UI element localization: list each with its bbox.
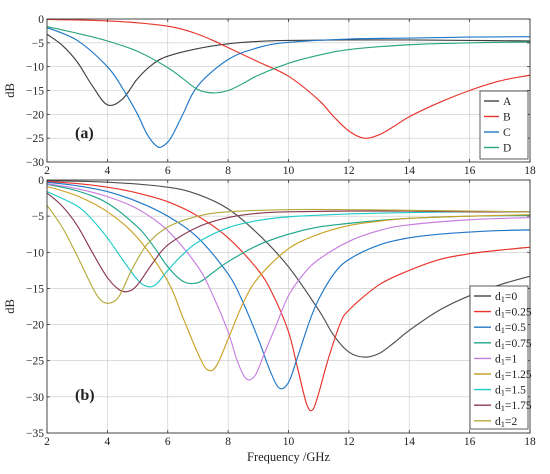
panel-label: (b)	[75, 387, 95, 404]
series-line-d1-0.25	[47, 180, 530, 412]
x-tick-label: 14	[404, 165, 416, 177]
x-tick-label: 16	[464, 436, 476, 448]
y-tick-label: −30	[26, 392, 44, 404]
legend-entry-label: d1=0	[495, 291, 517, 304]
legend-entry-label: d1=1.5	[495, 385, 526, 398]
series-line-B	[47, 19, 530, 139]
x-tick-label: 4	[105, 436, 111, 448]
series-line-d1-1.5	[47, 191, 530, 288]
y-tick-label: −20	[26, 109, 44, 121]
series-line-d1-0.5	[47, 181, 530, 390]
y-axis-label: dB	[3, 83, 17, 98]
y-tick-label: −5	[32, 211, 44, 223]
axis-ticks: 2 4 6 8 10 12 14 16 18 0 −5 −10 −15 −20 −25 −30	[26, 14, 536, 177]
x-axis-label: Frequency /GHz	[247, 450, 330, 464]
y-tick-label: −25	[26, 133, 44, 145]
series-line-d1-1.25	[47, 185, 530, 372]
legend-entry-label: A	[503, 96, 512, 108]
x-tick-label: 6	[165, 165, 171, 177]
y-tick-label: 0	[38, 14, 44, 26]
legend-entry-label: B	[503, 112, 511, 124]
gridlines	[47, 180, 530, 433]
y-tick-label: −25	[26, 356, 44, 368]
y-tick-label: 0	[38, 175, 44, 187]
legend-entry-label: d1=0.5	[495, 322, 526, 335]
x-tick-label: 14	[404, 436, 416, 448]
legend-entry-label: d1=0.75	[495, 338, 532, 351]
y-tick-label: −10	[26, 247, 44, 259]
y-tick-label: −10	[26, 62, 44, 74]
x-tick-label: 12	[343, 436, 355, 448]
series-line-d1-1.75	[47, 192, 530, 293]
series-line-d1-0	[47, 180, 530, 358]
x-tick-label: 18	[524, 165, 536, 177]
panel-b-chart: 2 4 6 8 10 12 14 16 18 0 −5 −10 −15 −20 −25 −30 −35 dB Fre…	[3, 175, 536, 464]
x-tick-label: 2	[44, 436, 50, 448]
panel-a-chart: 2 4 6 8 10 12 14 16 18 0 −5 −10 −15 −20 −25 −30 dB (a) ABC…	[3, 14, 536, 177]
y-tick-label: −15	[26, 283, 44, 295]
series-line-d1-2	[47, 204, 530, 304]
y-tick-label: −15	[26, 86, 44, 98]
x-tick-label: 12	[343, 165, 355, 177]
y-tick-label: −20	[26, 320, 44, 332]
x-tick-label: 4	[105, 165, 111, 177]
legend-entry-label: d1=1.75	[495, 400, 532, 413]
x-tick-label: 8	[225, 165, 231, 177]
legend-entry-label: D	[503, 143, 511, 155]
series-lines	[47, 180, 530, 412]
x-tick-label: 16	[464, 165, 476, 177]
x-tick-label: 18	[524, 436, 536, 448]
legend-entry-label: C	[503, 127, 511, 139]
y-tick-label: −30	[26, 157, 44, 169]
legend-entry-label: d1=0.25	[495, 307, 532, 320]
gridlines	[47, 19, 530, 162]
x-tick-label: 6	[165, 436, 171, 448]
panel-label: (a)	[75, 125, 94, 142]
y-axis-label: dB	[3, 299, 17, 314]
x-tick-label: 10	[283, 165, 295, 177]
x-tick-label: 10	[283, 436, 295, 448]
y-tick-label: −35	[26, 428, 44, 440]
series-line-D	[47, 26, 530, 94]
series-line-A	[47, 33, 530, 107]
series-line-d1-0.75	[47, 183, 530, 285]
legend-entry-label: d1=2	[495, 416, 517, 429]
x-tick-label: 2	[44, 165, 50, 177]
legend-entry-label: d1=1	[495, 353, 517, 366]
x-tick-label: 8	[225, 436, 231, 448]
series-lines	[47, 19, 530, 148]
legend: d1=0 d1=0.25 d1=0.5 d1=0.75 d1=1 d1=1.25 d1=1.…	[469, 285, 532, 430]
legend-entry-label: d1=1.25	[495, 369, 532, 382]
y-tick-label: −5	[32, 38, 44, 50]
series-line-C	[47, 27, 530, 148]
series-line-d1-1	[47, 183, 530, 381]
axis-ticks: 2 4 6 8 10 12 14 16 18 0 −5 −10 −15 −20 −25 −30 −35	[26, 175, 536, 448]
